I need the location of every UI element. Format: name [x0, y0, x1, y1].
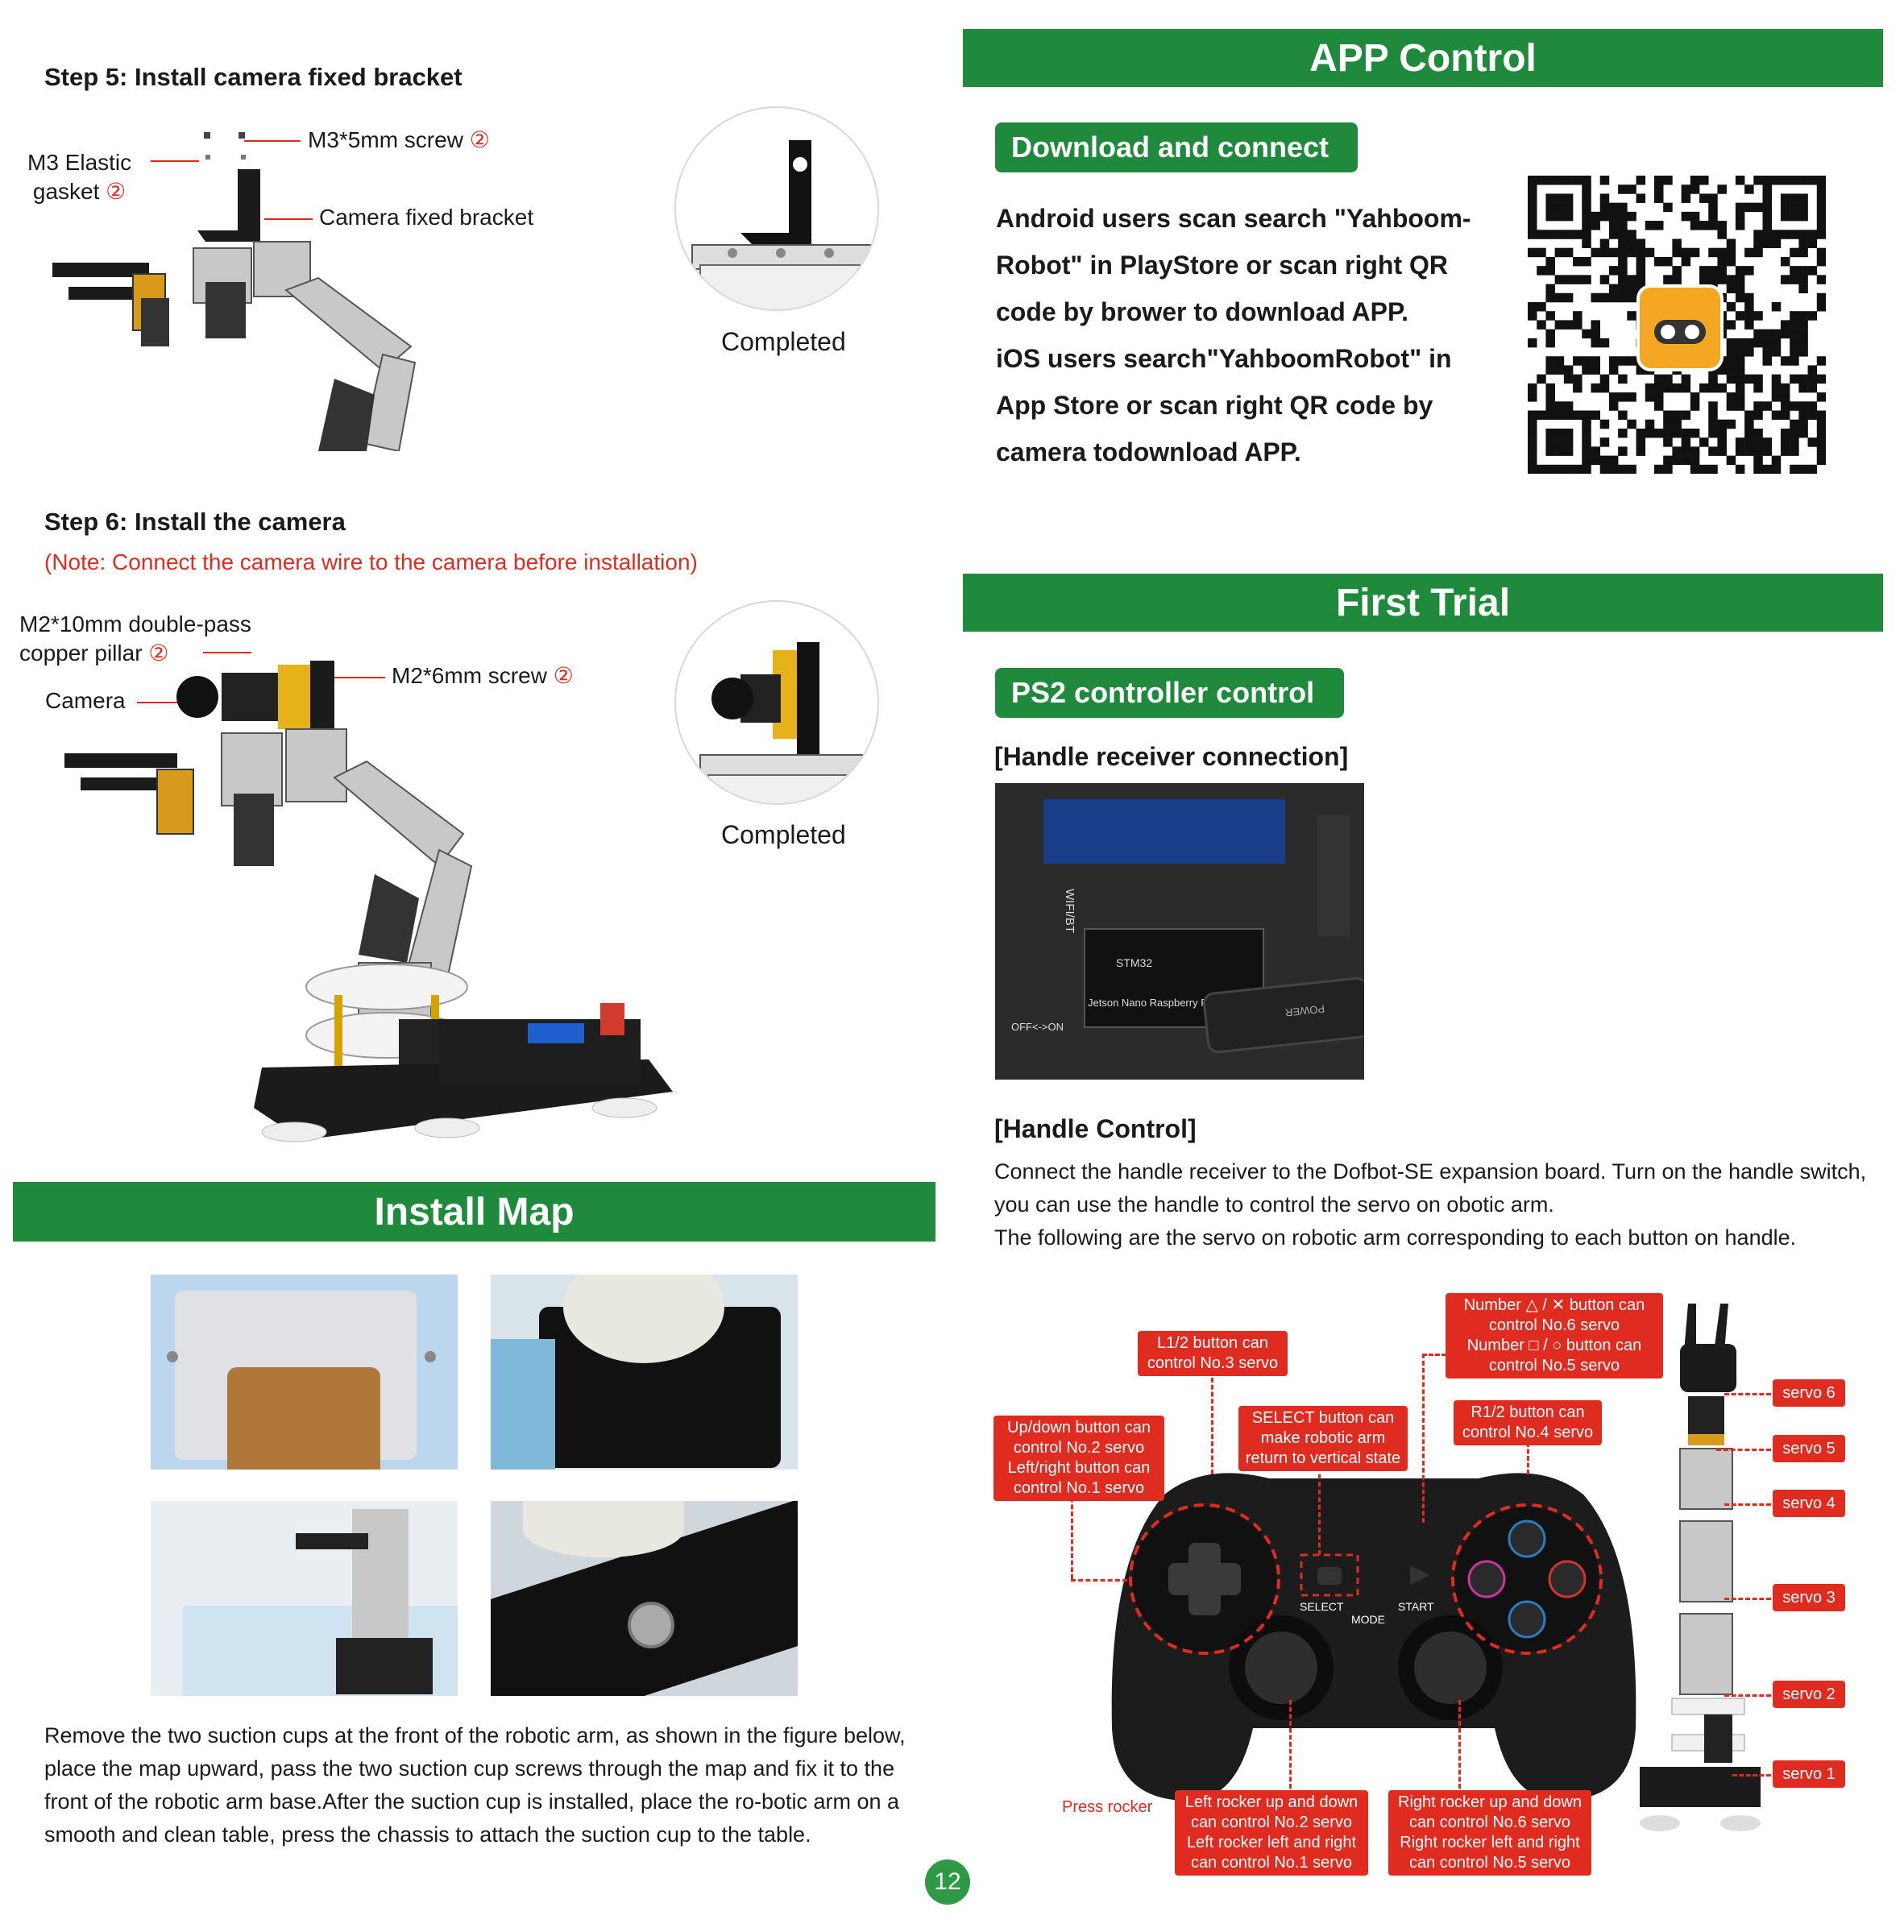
- callout-r12: R1/2 button can control No.4 servo: [1454, 1400, 1602, 1445]
- control-heading: [Handle Control]: [994, 1114, 1197, 1143]
- select-button-label: SELECT: [1300, 1600, 1344, 1613]
- step6-completed-label: Completed: [721, 820, 846, 849]
- step5-completed-image: [674, 106, 879, 311]
- receiver-board-photo: STM32 Jetson Nano Raspberry Pi WIFI/BT O…: [995, 783, 1364, 1080]
- install-map-description: Remove the two suction cups at the front…: [44, 1723, 906, 1847]
- connector-line: [1724, 1598, 1771, 1600]
- connector-line: [1422, 1354, 1425, 1523]
- callout-line: [264, 218, 313, 220]
- connector-line: [1732, 1774, 1771, 1777]
- receiver-heading: [Handle receiver connection]: [994, 742, 1349, 771]
- connector-line: [1724, 1393, 1771, 1395]
- servo-5-tag: servo 5: [1773, 1435, 1845, 1462]
- square-icon: □: [1529, 1337, 1539, 1354]
- servo-1-tag: servo 1: [1773, 1760, 1845, 1788]
- callout-right-rocker: Right rocker up and down can control No.…: [1388, 1790, 1591, 1876]
- download-connect-pill: Download and connect: [995, 122, 1358, 172]
- connector-line: [1458, 1700, 1461, 1789]
- callout-line: [334, 677, 385, 678]
- connector-line: [1716, 1449, 1771, 1451]
- step6-title: Step 6: Install the camera: [44, 508, 346, 536]
- board-wifi-label: WIFI/BT: [1063, 889, 1076, 933]
- connector-line: [1724, 1503, 1771, 1506]
- control-text-2: The following are the servo on robotic a…: [994, 1225, 1797, 1250]
- callout-select: SELECT button can make robotic arm retur…: [1238, 1406, 1408, 1471]
- control-text-1: Connect the handle receiver to the Dofbo…: [994, 1159, 1867, 1217]
- step5-screw-label: M3*5mm screw ②: [308, 127, 490, 152]
- robotic-arm-vertical-image: [1640, 1304, 1761, 1831]
- callout-updown: Up/down button can control No.2 servo Le…: [993, 1416, 1164, 1501]
- board-switch-label: OFF<->ON: [1011, 1021, 1064, 1033]
- callout-left-rocker: Left rocker up and down can control No.2…: [1175, 1790, 1368, 1876]
- install-map-photo-3: [151, 1501, 458, 1696]
- install-map-photo-4: [491, 1501, 798, 1696]
- step5-completed-label: Completed: [721, 327, 846, 356]
- callout-line: [203, 652, 251, 653]
- install-map-banner: Install Map: [13, 1182, 935, 1242]
- callout-number-buttons: Number △ / ✕ button can control No.6 ser…: [1446, 1293, 1663, 1379]
- step5-arm-illustration: [52, 132, 417, 451]
- step6-arm-illustration: [64, 661, 673, 1142]
- install-map-photo-2: [491, 1275, 798, 1470]
- step6-pillar-label: M2*10mm double-pass copper pillar ②: [19, 612, 251, 665]
- yahboom-logo-icon: [1636, 284, 1724, 371]
- ps2-controller-image: [1111, 1473, 1636, 1801]
- page-number: 12: [925, 1859, 970, 1905]
- step6-completed-image: [674, 600, 879, 805]
- triangle-icon: △: [1525, 1296, 1538, 1314]
- connector-line: [1318, 1474, 1321, 1555]
- connector-line: [1724, 1694, 1771, 1697]
- connector-line: [1289, 1700, 1292, 1789]
- press-rocker-label: Press rocker: [1062, 1798, 1153, 1816]
- callout-line: [151, 160, 199, 162]
- connector-line: [1211, 1378, 1213, 1474]
- qr-code[interactable]: [1528, 176, 1827, 475]
- callout-l12: L1/2 button can control No.3 servo: [1138, 1331, 1288, 1376]
- ps2-control-pill: PS2 controller control: [995, 668, 1344, 718]
- step6-note: (Note: Connect the camera wire to the ca…: [44, 549, 698, 574]
- connector-line: [1422, 1354, 1446, 1356]
- cross-icon: ✕: [1551, 1296, 1566, 1314]
- servo-2-tag: servo 2: [1773, 1681, 1845, 1708]
- app-control-banner: APP Control: [963, 29, 1883, 87]
- first-trial-banner: First Trial: [963, 574, 1883, 632]
- app-instructions: Android users scan search "Yahboom- Robo…: [996, 204, 1471, 466]
- callout-line: [137, 702, 185, 703]
- servo-6-tag: servo 6: [1773, 1379, 1845, 1407]
- mode-button-label: MODE: [1351, 1613, 1385, 1626]
- connector-line: [1071, 1490, 1073, 1579]
- step5-bracket-label: Camera fixed bracket: [319, 205, 534, 230]
- circle-icon: ○: [1552, 1337, 1562, 1354]
- install-map-photo-1: [151, 1275, 458, 1470]
- connector-line: [1527, 1442, 1529, 1474]
- connector-line: [1071, 1579, 1127, 1582]
- step6-screw-label: M2*6mm screw ②: [392, 663, 574, 688]
- step6-camera-label: Camera: [45, 688, 126, 713]
- callout-line: [244, 140, 301, 142]
- step5-gasket-label: M3 Elastic gasket ②: [27, 150, 132, 204]
- board-jetson-label: Jetson Nano Raspberry Pi: [1088, 997, 1210, 1009]
- step5-title: Step 5: Install camera fixed bracket: [44, 63, 463, 91]
- servo-3-tag: servo 3: [1773, 1584, 1845, 1611]
- board-stm32-label: STM32: [1116, 956, 1153, 969]
- servo-4-tag: servo 4: [1773, 1490, 1845, 1517]
- start-button-label: START: [1398, 1600, 1434, 1613]
